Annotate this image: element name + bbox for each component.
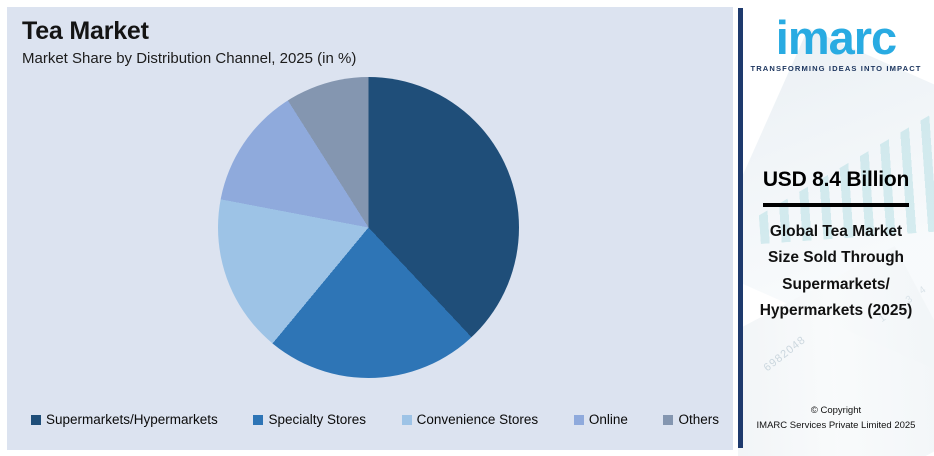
stat-block: USD 8.4 Billion Global Tea Market Size S… <box>738 168 934 325</box>
legend-swatch-specialty-icon <box>253 414 264 425</box>
copyright-line1: © Copyright <box>810 404 862 416</box>
legend-item-specialty-stores: Specialty Stores <box>253 412 366 427</box>
legend-item-online: Online <box>573 412 628 427</box>
legend-swatch-supermarkets-icon <box>31 414 41 425</box>
legend-label: Others <box>678 412 719 427</box>
stat-label: Global Tea Market Size Sold Through Supe… <box>759 222 913 320</box>
legend-item-supermarkets-hypermarkets: Supermarkets/Hypermarkets <box>31 412 218 427</box>
legend-label: Supermarkets/Hypermarkets <box>46 412 218 427</box>
chart-subtitle: Market Share by Distribution Channel, 20… <box>22 50 357 67</box>
info-side-panel: 6982048 1 2 3 4 imarc TRANSFORMING IDEAS… <box>738 0 934 456</box>
legend-item-others: Others <box>663 412 719 427</box>
legend-label: Convenience Stores <box>416 412 539 427</box>
copyright-line2: IMARC Services Private Limited 2025 <box>756 420 916 432</box>
imarc-logo: imarc TRANSFORMING IDEAS INTO IMPACT <box>738 14 934 73</box>
legend-swatch-online-icon <box>573 414 584 425</box>
legend-swatch-convenience-icon <box>401 414 412 425</box>
imarc-logo-tagline: TRANSFORMING IDEAS INTO IMPACT <box>750 64 922 73</box>
stat-value: USD 8.4 Billion <box>762 168 910 191</box>
legend-item-convenience-stores: Convenience Stores <box>401 412 539 427</box>
chart-legend: Supermarkets/Hypermarkets Specialty Stor… <box>31 412 719 427</box>
stat-divider <box>763 203 909 207</box>
panel-accent-bar <box>738 8 743 448</box>
pie-chart <box>218 77 519 378</box>
copyright-notice: © Copyright IMARC Services Private Limit… <box>738 403 934 434</box>
legend-swatch-others-icon <box>663 414 674 425</box>
page-title: Tea Market <box>22 17 149 45</box>
chart-panel: Tea Market Market Share by Distribution … <box>7 7 733 450</box>
imarc-logo-text: imarc <box>775 11 897 64</box>
legend-label: Specialty Stores <box>268 412 366 427</box>
legend-label: Online <box>588 412 628 427</box>
